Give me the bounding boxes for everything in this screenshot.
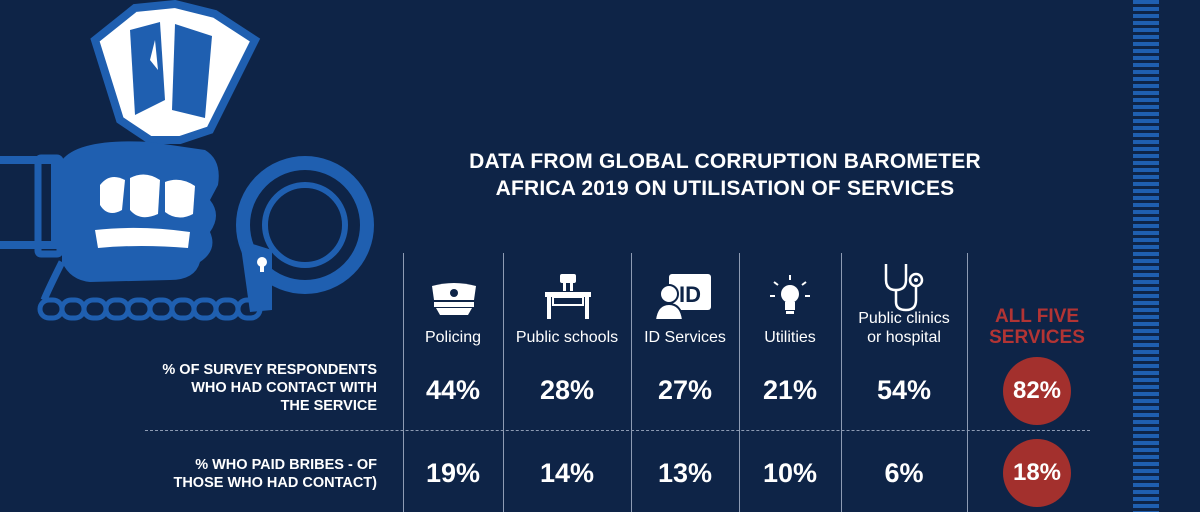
lightbulb-icon	[770, 275, 810, 314]
value-bribes-policing: 19%	[425, 458, 481, 488]
police-cap-icon	[432, 283, 476, 315]
column-label-policing: Policing	[424, 329, 482, 346]
svg-text:ID: ID	[679, 282, 701, 307]
total-contact-badge: 82%	[1003, 357, 1071, 425]
row-label-line: THE SERVICE	[280, 398, 377, 414]
value-bribes-id-services: 13%	[657, 458, 713, 488]
value-contact-public-clinics: 54%	[876, 375, 932, 405]
column-divider	[503, 253, 504, 512]
column-divider	[841, 253, 842, 512]
value-contact-id-services: 27%	[657, 375, 713, 405]
value-contact-utilities: 21%	[762, 375, 818, 405]
total-bribes-badge: 18%	[1003, 439, 1071, 507]
all-services-line: SERVICES	[989, 327, 1085, 348]
row-label-line: % OF SURVEY RESPONDENTS	[162, 362, 377, 378]
value-bribes-public-schools: 14%	[539, 458, 595, 488]
column-label-line: Public clinics	[858, 310, 950, 327]
value-bribes-public-clinics: 6%	[884, 458, 924, 488]
column-label-line: or hospital	[867, 329, 941, 346]
handcuffed-hand-money-icon	[0, 0, 374, 321]
title-line-2: AFRICA 2019 ON UTILISATION OF SERVICES	[495, 177, 955, 200]
all-services-line: ALL FIVE	[994, 306, 1080, 327]
column-divider	[739, 253, 740, 512]
id-card-icon: ID	[655, 274, 711, 320]
column-divider	[403, 253, 404, 512]
column-label-public-schools: Public schools	[515, 329, 619, 346]
decorative-stripe	[1133, 0, 1159, 512]
value-contact-public-schools: 28%	[539, 375, 595, 405]
title-line-1: DATA FROM GLOBAL CORRUPTION BAROMETER	[469, 150, 981, 173]
row-label-contact: % OF SURVEY RESPONDENTS WHO HAD CONTACT …	[162, 361, 377, 415]
row-divider	[145, 430, 1090, 431]
value-bribes-utilities: 10%	[762, 458, 818, 488]
value-contact-policing: 44%	[425, 375, 481, 405]
row-label-line: % WHO PAID BRIBES - OF	[195, 457, 377, 473]
column-divider	[967, 253, 968, 512]
row-label-line: WHO HAD CONTACT WITH	[191, 380, 377, 396]
row-label-bribes: % WHO PAID BRIBES - OF THOSE WHO HAD CON…	[173, 456, 377, 492]
page-title: DATA FROM GLOBAL CORRUPTION BAROMETER AF…	[380, 148, 1070, 202]
row-label-line: THOSE WHO HAD CONTACT)	[173, 475, 377, 491]
column-label-utilities: Utilities	[764, 329, 816, 346]
stethoscope-icon	[884, 264, 924, 312]
column-divider	[631, 253, 632, 512]
column-label-public-clinics: Public clinics or hospital	[841, 309, 967, 347]
school-desk-icon	[545, 274, 591, 319]
all-services-label: ALL FIVE SERVICES	[972, 306, 1102, 348]
column-label-id-services: ID Services	[644, 329, 726, 346]
